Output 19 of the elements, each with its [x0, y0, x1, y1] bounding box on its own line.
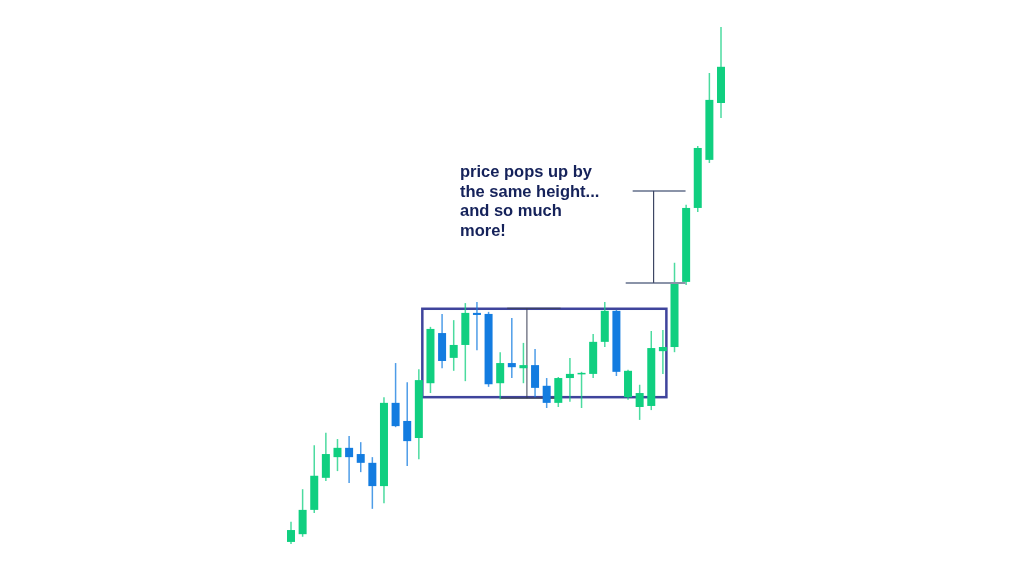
candlestick	[368, 456, 377, 510]
candlestick	[403, 381, 412, 467]
candlestick	[519, 342, 528, 384]
candlestick	[345, 435, 354, 484]
annotation: price pops up by the same height... and so much more!	[460, 162, 600, 239]
candlestick	[321, 432, 330, 482]
candlestick	[658, 329, 667, 375]
candlestick	[449, 319, 458, 372]
candlestick	[287, 521, 295, 545]
candlestick	[565, 357, 574, 403]
candlestick	[391, 362, 400, 428]
candlestick	[542, 377, 551, 409]
candlestick	[531, 348, 540, 398]
candlestick	[333, 438, 342, 472]
candlestick	[472, 301, 481, 351]
candlestick	[496, 351, 505, 400]
candlestick	[507, 317, 516, 379]
candlestick	[356, 441, 365, 473]
candlestick	[635, 384, 644, 421]
